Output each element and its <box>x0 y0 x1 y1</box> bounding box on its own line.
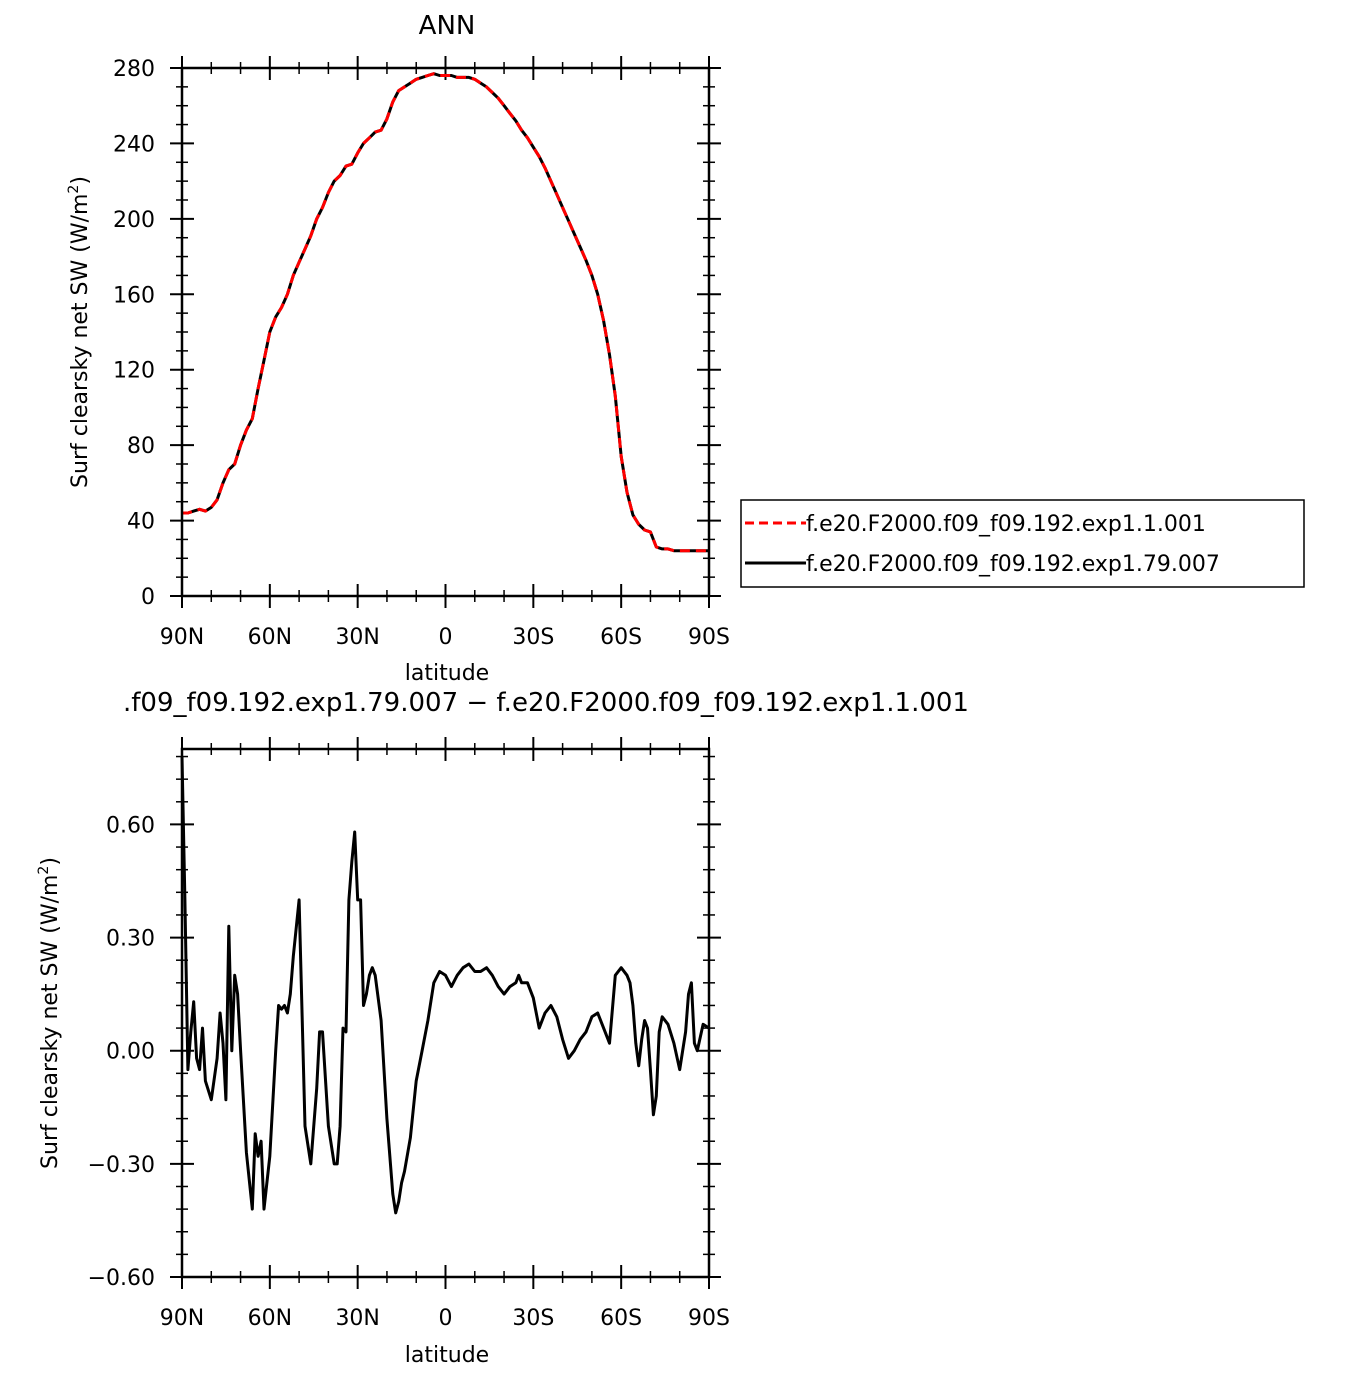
chart1-y-axis-label: Surf clearsky net SW (W/m2) <box>66 176 93 488</box>
x-tick-label: 90N <box>160 625 204 650</box>
y-tick-label: −0.30 <box>88 1153 155 1178</box>
y-tick-label: 40 <box>127 510 155 535</box>
chart2-plot-frame <box>180 747 711 1279</box>
chart2-series-group <box>180 756 710 1215</box>
chart2-tick-labels: 90N 60N 30N 0 30S 60S 90S −0.60 −0.30 0.00 0.30 0.6… <box>88 813 730 1331</box>
y-tick-label: 280 <box>113 57 155 82</box>
x-tick-label: 90N <box>160 1306 204 1331</box>
x-tick-label: 30N <box>335 1306 379 1331</box>
x-tick-label: 60N <box>248 1306 292 1331</box>
chart1-tick-labels: 90N 60N 30N 0 30S 60S 90S 0 40 80 120 160 200 240 280 <box>113 57 730 650</box>
legend-entry-2: f.e20.F2000.f09_f09.192.exp1.79.007 <box>806 552 1220 577</box>
y-tick-label: 80 <box>127 434 155 459</box>
y-tick-label: 160 <box>113 283 155 308</box>
chart1-plot-frame <box>180 66 711 598</box>
series-line-2-1 <box>180 756 710 1215</box>
x-tick-label: 0 <box>439 625 453 650</box>
legend-entry-1: f.e20.F2000.f09_f09.192.exp1.1.001 <box>806 512 1206 537</box>
x-tick-label: 60S <box>600 1306 642 1331</box>
x-tick-label: 30N <box>335 625 379 650</box>
y-tick-label: 0 <box>141 585 155 610</box>
x-tick-label: 30S <box>512 625 554 650</box>
y-tick-label: 0.60 <box>106 813 155 838</box>
y-tick-label: 0.30 <box>106 927 155 952</box>
legend-box <box>740 499 1305 588</box>
y-tick-label: 0.00 <box>106 1040 155 1065</box>
y-tick-label: 200 <box>113 208 155 233</box>
x-tick-label: 90S <box>688 625 730 650</box>
chart1-legend: f.e20.F2000.f09_f09.192.exp1.1.001 f.e20… <box>740 499 1305 588</box>
chart2-x-axis-label: latitude <box>405 1343 489 1368</box>
chart2-title: .f09_f09.192.exp1.79.007 − f.e20.F2000.f… <box>123 688 969 718</box>
y-tick-label: 120 <box>113 359 155 384</box>
chart1-x-axis-label: latitude <box>405 661 489 686</box>
series-line-1-1 <box>182 72 709 553</box>
x-tick-label: 60N <box>248 625 292 650</box>
chart2-y-axis-label: Surf clearsky net SW (W/m2) <box>36 857 63 1169</box>
x-tick-label: 90S <box>688 1306 730 1331</box>
series-line-1-2 <box>182 72 709 553</box>
chart1-series-group <box>182 72 709 553</box>
x-tick-label: 30S <box>512 1306 554 1331</box>
x-tick-label: 60S <box>600 625 642 650</box>
y-tick-label: −0.60 <box>88 1266 155 1291</box>
y-tick-label: 240 <box>113 132 155 157</box>
chart1-title: ANN <box>419 11 476 41</box>
x-tick-label: 0 <box>439 1306 453 1331</box>
